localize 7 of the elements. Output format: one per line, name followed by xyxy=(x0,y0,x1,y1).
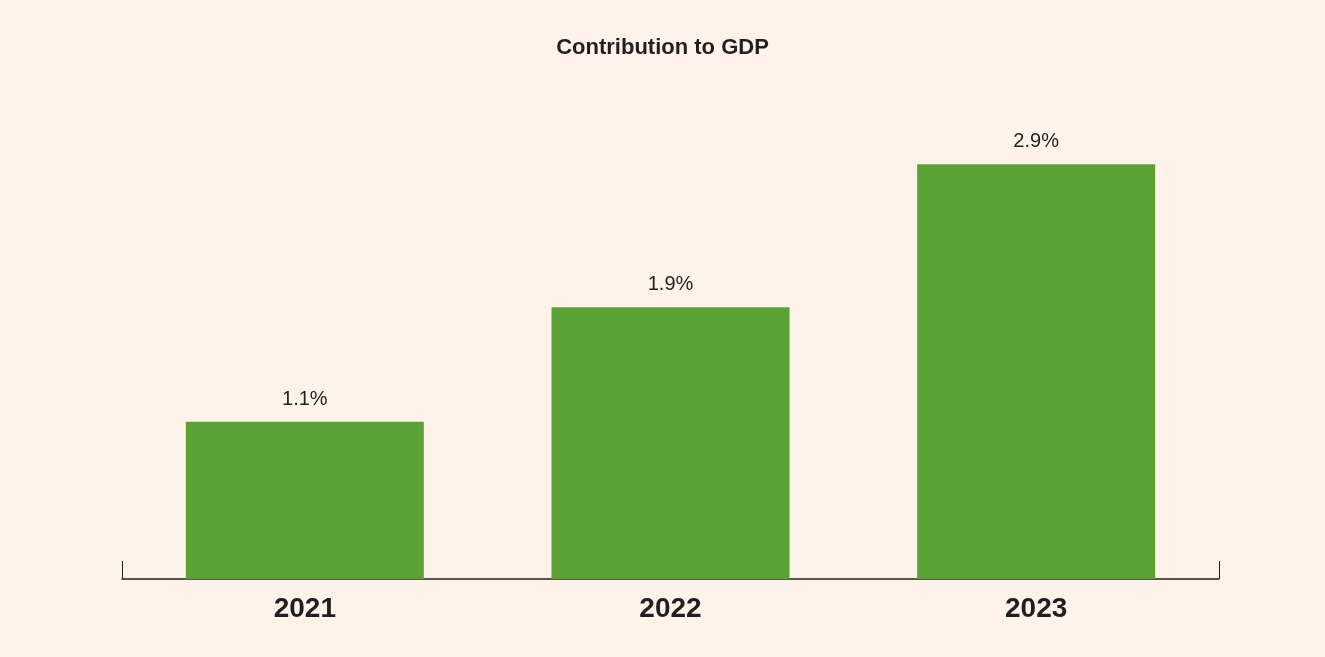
data-label: 1.9% xyxy=(647,272,694,295)
data-label: 2.9% xyxy=(1013,129,1060,152)
x-tick-label: 2023 xyxy=(1005,591,1068,623)
data-label: 1.1% xyxy=(282,386,328,409)
x-tick-label: 2021 xyxy=(273,591,336,623)
x-tick-label: 2022 xyxy=(639,591,702,623)
chart-title: Contribution to GDP xyxy=(556,33,769,59)
